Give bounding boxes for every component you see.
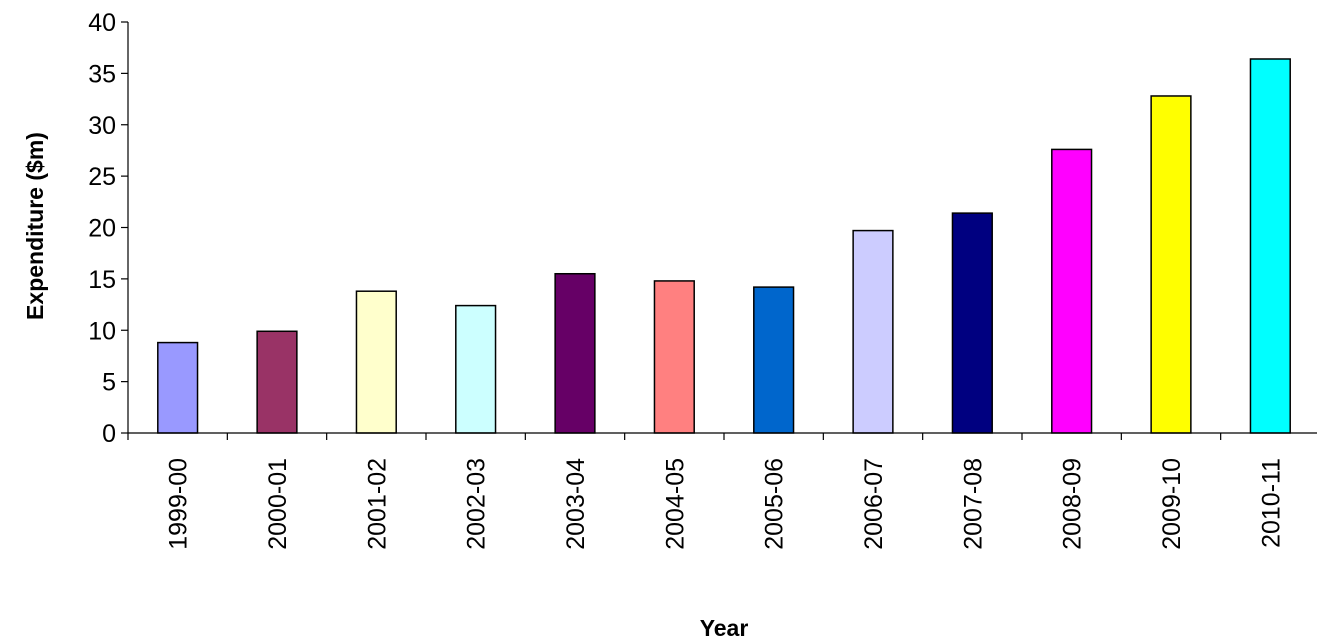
- x-tick-label: 2006-07: [860, 458, 888, 550]
- x-tick-label: 2002-03: [463, 458, 491, 550]
- bar-2004-05: [653, 280, 695, 434]
- x-tick-label: 2010-11: [1257, 458, 1285, 548]
- x-tick-label: 2001-02: [363, 458, 391, 550]
- y-tick-label: 35: [88, 60, 116, 88]
- bar-2003-04: [554, 272, 596, 434]
- bar-2009-10: [1150, 95, 1192, 434]
- bar-2008-09: [1051, 148, 1093, 434]
- x-tick-label: 2000-01: [264, 458, 292, 550]
- x-tick-label: 2003-04: [562, 458, 590, 550]
- x-tick-label: 2004-05: [661, 458, 689, 550]
- y-tick-label: 20: [88, 215, 116, 243]
- bars-group: [157, 58, 1291, 434]
- bar-2010-11: [1249, 58, 1291, 434]
- y-axis-title: Expenditure ($m): [22, 132, 48, 320]
- y-tick-label: 0: [102, 420, 116, 448]
- x-axis-title: Year: [700, 615, 749, 641]
- x-tick-label: 2009-10: [1158, 458, 1186, 550]
- y-tick-label: 5: [102, 369, 116, 397]
- bar-2006-07: [852, 229, 894, 434]
- bar-1999-00: [157, 341, 199, 434]
- x-axis-ticks: 1999-00 2000-01 2001-02 2002-03 2003-04 2004-…: [127, 433, 1285, 550]
- y-tick-label: 10: [88, 317, 116, 345]
- y-tick-label: 15: [88, 266, 116, 294]
- x-tick-label: 2005-06: [761, 458, 789, 550]
- bar-2001-02: [355, 290, 397, 434]
- bar-2000-01: [256, 330, 298, 434]
- x-tick-label: 2007-08: [959, 458, 987, 550]
- bar-2007-08: [951, 212, 993, 434]
- x-tick-label: 1999-00: [165, 458, 193, 550]
- y-axis-ticks: 0 5 10 15 20 25 30 35 40: [88, 9, 128, 448]
- bar-2002-03: [455, 304, 497, 434]
- y-tick-label: 25: [88, 163, 116, 191]
- y-tick-label: 40: [88, 9, 116, 37]
- y-tick-label: 30: [88, 112, 116, 140]
- bar-2005-06: [753, 286, 795, 434]
- x-tick-label: 2008-09: [1059, 458, 1087, 550]
